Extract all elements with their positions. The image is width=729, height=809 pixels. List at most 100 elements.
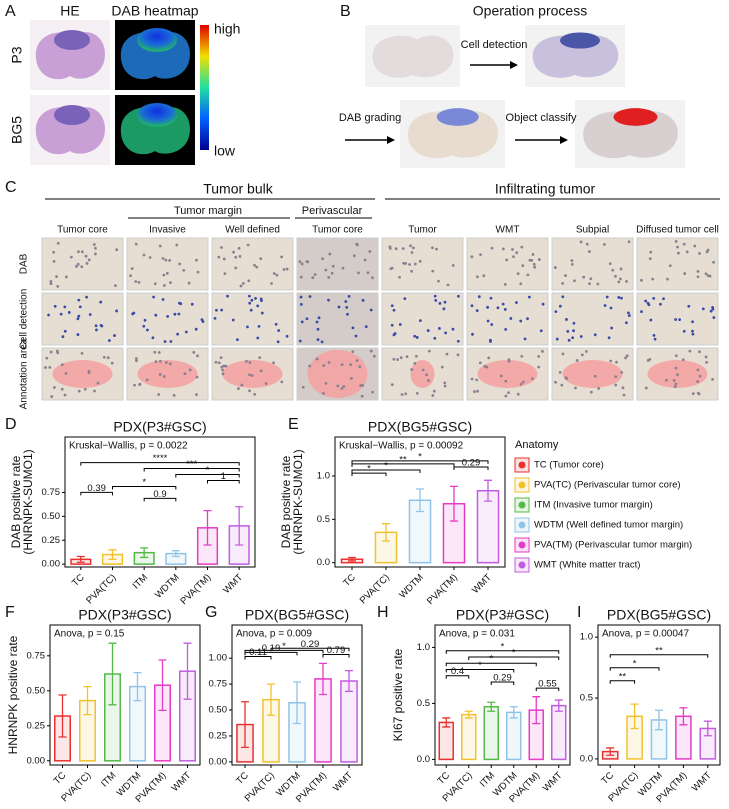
cell xyxy=(627,311,630,315)
cell xyxy=(688,349,692,353)
cell xyxy=(78,305,82,309)
cell xyxy=(554,310,558,314)
cell xyxy=(504,394,508,398)
cell xyxy=(431,246,434,250)
cell xyxy=(223,272,227,276)
cell xyxy=(475,309,479,313)
cell xyxy=(558,304,562,308)
scale-label: low xyxy=(214,143,236,159)
error-bar xyxy=(58,694,67,738)
cell xyxy=(162,284,166,287)
significance-label: * xyxy=(418,451,422,462)
bar xyxy=(438,721,454,761)
cell xyxy=(433,336,437,340)
chart-title: PDX(P3#GSC) xyxy=(456,607,549,623)
cell xyxy=(169,281,172,285)
cell xyxy=(696,270,700,273)
cell xyxy=(561,352,565,356)
stat-annotation: Anova, p = 0.031 xyxy=(439,629,515,640)
cell xyxy=(567,338,571,342)
cell xyxy=(433,294,437,298)
cell xyxy=(60,363,64,367)
cell xyxy=(621,386,625,390)
cell xyxy=(259,297,263,301)
cell xyxy=(110,361,114,365)
cell xyxy=(299,275,303,279)
cell xyxy=(403,297,407,301)
cell xyxy=(579,240,583,244)
x-tick-label: TC xyxy=(599,770,616,787)
cell xyxy=(52,386,56,389)
stat-annotation: Anova, p = 0.15 xyxy=(54,629,125,640)
cell xyxy=(704,272,708,276)
x-tick-label: WMT xyxy=(221,572,245,596)
cell xyxy=(711,306,715,309)
cell xyxy=(390,383,394,387)
scale-label: high xyxy=(214,21,240,37)
y-axis-label: HNRNPK positive rate xyxy=(6,635,20,754)
significance-bracket xyxy=(468,656,560,660)
cell xyxy=(673,385,677,389)
cell xyxy=(476,389,479,393)
cell xyxy=(64,372,68,375)
cell xyxy=(487,356,491,360)
process-tumor xyxy=(560,32,600,49)
process-tumor xyxy=(436,108,479,126)
cell xyxy=(575,359,579,362)
cell xyxy=(705,250,709,254)
cell xyxy=(316,338,320,342)
error-bar xyxy=(416,488,424,513)
cell xyxy=(341,266,345,270)
cell xyxy=(200,318,204,322)
plot-frame xyxy=(64,436,256,568)
significance-label: ** xyxy=(619,671,627,682)
significance-bracket xyxy=(609,680,636,684)
tissue-tile xyxy=(381,237,464,291)
error-bar xyxy=(133,671,142,702)
significance-label: * xyxy=(142,477,146,488)
x-tick-label: ITM xyxy=(99,770,118,789)
cell xyxy=(589,277,593,281)
cell xyxy=(653,337,657,341)
cell xyxy=(475,378,479,382)
cell xyxy=(234,255,238,259)
cell xyxy=(402,261,405,265)
cell xyxy=(322,364,326,367)
legend-dot xyxy=(518,501,526,509)
cell xyxy=(349,363,352,367)
cell xyxy=(561,281,565,285)
cell xyxy=(521,264,525,268)
error-bar xyxy=(532,696,541,725)
cell xyxy=(499,374,503,378)
cell xyxy=(537,354,541,358)
chart-title: PDX(P3#GSC) xyxy=(113,419,206,435)
cell xyxy=(405,355,409,359)
cell xyxy=(511,248,514,251)
cell xyxy=(220,308,224,312)
cell xyxy=(49,282,53,286)
y-tick-label: 1.0 xyxy=(580,632,593,643)
cell xyxy=(336,384,340,388)
panel-letter: A xyxy=(5,3,16,20)
cell xyxy=(83,387,87,391)
panel-letter: I xyxy=(577,604,581,621)
cell xyxy=(52,250,56,254)
tissue-tile xyxy=(636,292,719,346)
significance-bracket xyxy=(453,466,489,470)
cell xyxy=(239,284,243,288)
legend-dot xyxy=(518,461,526,469)
cell xyxy=(400,393,404,396)
significance-label: 0.39 xyxy=(87,483,106,494)
cell xyxy=(134,280,138,283)
cell xyxy=(388,245,392,249)
cell xyxy=(313,273,317,276)
cell xyxy=(504,379,508,383)
cell xyxy=(683,272,687,275)
cell xyxy=(183,372,187,376)
annotation-area xyxy=(137,360,198,388)
column-label: Tumor core xyxy=(312,225,363,236)
cell xyxy=(691,320,694,324)
column-label: HE xyxy=(60,3,79,19)
significance-label: 0.29 xyxy=(301,639,320,650)
